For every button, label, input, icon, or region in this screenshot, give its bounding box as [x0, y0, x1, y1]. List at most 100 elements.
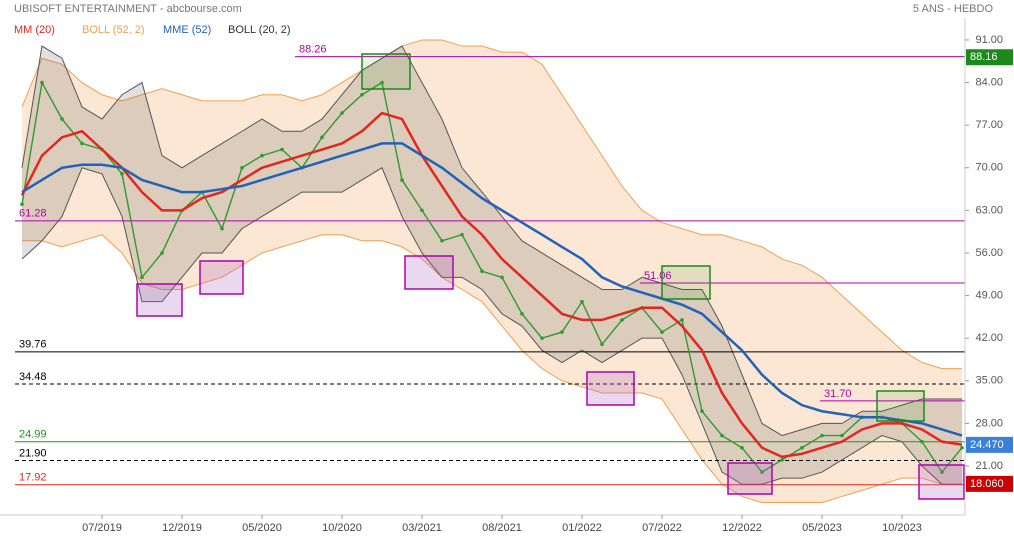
y-tick-label: 56.00	[975, 247, 1003, 259]
price-point	[560, 330, 564, 334]
support-box	[918, 464, 965, 500]
price-point	[820, 433, 824, 438]
price-point	[160, 251, 164, 255]
price-point	[740, 445, 744, 450]
x-tick-label: 05/2020	[242, 522, 282, 534]
chart-subtitle: 5 ANS - HEBDO	[913, 3, 994, 15]
level-label: 21.90	[19, 447, 47, 459]
level-label: 61.28	[19, 208, 47, 220]
price-point	[420, 208, 424, 213]
y-tick-label: 35.00	[975, 375, 1003, 387]
x-tick-label: 07/2022	[642, 522, 682, 534]
y-tick-label: 21.00	[975, 460, 1003, 472]
support-box	[404, 255, 454, 290]
support-box	[727, 462, 773, 495]
price-point	[520, 312, 524, 316]
support-box	[136, 283, 183, 317]
x-tick-label: 08/2021	[482, 522, 522, 534]
price-point	[800, 445, 804, 450]
level-label: 39.76	[19, 339, 47, 351]
price-point	[400, 178, 404, 182]
price-point	[60, 117, 64, 121]
x-tick-label: 07/2019	[82, 522, 122, 534]
y-tick-label: 42.00	[975, 332, 1003, 344]
price-point	[280, 147, 284, 152]
price-point	[780, 458, 784, 462]
average-line	[20, 111, 963, 459]
legend-entry: MME (52)	[163, 24, 211, 36]
band-edge	[22, 234, 962, 504]
level-label: 34.48	[19, 371, 47, 383]
price-badge	[966, 436, 1013, 453]
price-badge	[966, 475, 1013, 492]
band-edge	[21, 167, 962, 485]
resistance-box	[661, 265, 711, 300]
level-label: 31.70	[824, 388, 852, 400]
price-point	[920, 439, 924, 444]
average-line	[21, 142, 963, 437]
price-point	[480, 269, 484, 274]
band-area	[22, 46, 962, 485]
price-point	[760, 470, 764, 474]
x-tick-label: 10/2023	[882, 522, 922, 534]
price-point	[240, 165, 244, 170]
y-tick-label: 77.00	[975, 119, 1003, 131]
support-box	[586, 371, 635, 406]
price-badge-label: 24.470	[970, 439, 1004, 451]
x-tick-label: 05/2023	[802, 522, 842, 534]
price-point	[20, 202, 24, 207]
price-point	[580, 299, 584, 304]
price-point	[700, 409, 704, 414]
price-point	[140, 275, 144, 280]
y-tick-label: 84.00	[975, 76, 1003, 88]
support-box	[199, 260, 244, 295]
price-point	[40, 80, 44, 85]
band-area	[22, 39, 962, 503]
price-point	[360, 92, 364, 97]
price-point	[380, 80, 384, 85]
y-tick-label: 28.00	[975, 417, 1003, 429]
price-point	[220, 226, 224, 231]
x-tick-label: 12/2022	[722, 522, 762, 534]
price-point	[260, 153, 264, 158]
price-badge-label: 88.16	[970, 51, 998, 63]
price-point	[320, 135, 324, 140]
price-line	[21, 80, 963, 474]
x-tick-label: 10/2020	[322, 522, 362, 534]
price-point	[440, 239, 444, 243]
level-label: 88.26	[299, 44, 327, 56]
level-label: 51.06	[644, 270, 672, 282]
level-label: 24.99	[19, 429, 47, 441]
price-point	[540, 336, 544, 340]
price-point	[600, 342, 604, 347]
legend-entry: BOLL (52, 2)	[82, 24, 145, 36]
plot-layer: 88.26 61.28 51.06 39.76 34.48 31.70 24.99 21.90…	[15, 39, 965, 504]
price-point	[80, 141, 84, 146]
price-point	[620, 318, 624, 322]
price-point	[340, 111, 344, 115]
price-point	[720, 433, 724, 438]
price-point	[940, 470, 944, 474]
y-tick-label: 63.00	[975, 204, 1003, 216]
price-point	[840, 433, 844, 438]
price-badge-label: 18.060	[970, 478, 1004, 490]
price-point	[660, 330, 664, 334]
legend-entry: MM (20)	[14, 24, 55, 36]
price-badge	[966, 49, 1013, 66]
price-point	[680, 318, 684, 322]
price-point	[960, 445, 964, 450]
price-point	[120, 172, 124, 176]
level-label: 17.92	[19, 472, 47, 484]
annotation-boxes	[136, 53, 965, 500]
y-tick-label: 91.00	[975, 34, 1003, 46]
band-edge	[21, 39, 962, 370]
y-tick-label: 70.00	[975, 162, 1003, 174]
x-tick-label: 12/2019	[162, 522, 202, 534]
price-point	[460, 232, 464, 237]
x-tick-label: 03/2021	[402, 522, 442, 534]
legend-entry: BOLL (20, 2)	[228, 24, 291, 36]
resistance-box	[876, 390, 925, 422]
resistance-box	[361, 53, 411, 90]
